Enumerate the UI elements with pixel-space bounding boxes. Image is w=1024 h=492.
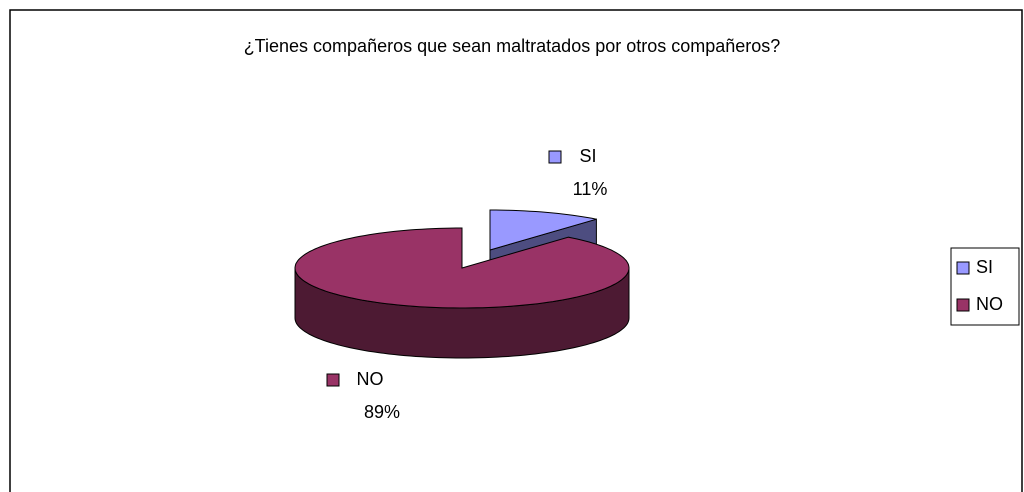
data-label-value: 89% <box>364 402 400 422</box>
data-label-value: 11% <box>573 179 608 199</box>
data-label-swatch <box>326 373 340 387</box>
legend-box <box>950 247 1020 326</box>
legend-swatch <box>956 261 970 275</box>
data-label-category: SI <box>579 146 596 166</box>
legend-label: SI <box>976 257 993 277</box>
data-label-category: NO <box>357 369 384 389</box>
pie-slice <box>489 209 597 251</box>
pie-slice <box>294 227 630 309</box>
legend-swatch <box>956 298 970 312</box>
data-label-swatch <box>548 150 562 164</box>
legend-label: NO <box>976 294 1003 314</box>
chart-title: ¿Tienes compañeros que sean maltratados … <box>244 36 781 56</box>
